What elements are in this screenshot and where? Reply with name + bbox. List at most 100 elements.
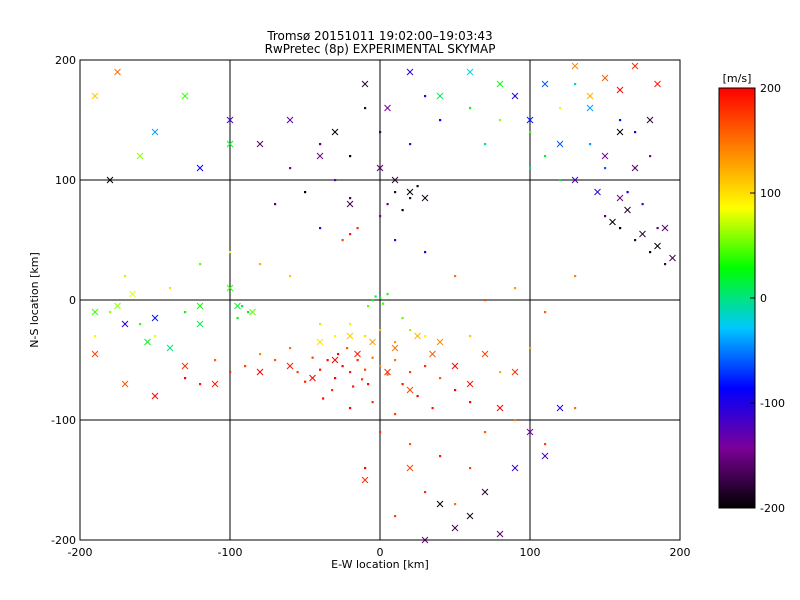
data-point-dot: [454, 389, 457, 392]
data-point-x: [616, 86, 624, 94]
data-point-x: [496, 404, 504, 412]
data-point-x: [586, 92, 594, 100]
data-point-dot: [394, 359, 397, 362]
data-point-dot: [349, 407, 352, 410]
dot-markers: [94, 83, 667, 518]
data-point-dot: [289, 275, 292, 278]
colorbar-tick-label: -200: [760, 502, 785, 515]
data-point-dot: [379, 365, 382, 368]
data-point-dot: [574, 83, 577, 86]
data-point-dot: [109, 311, 112, 314]
data-point-dot: [349, 233, 352, 236]
data-point-x: [601, 74, 609, 82]
data-point-x: [286, 362, 294, 370]
data-point-x: [586, 104, 594, 112]
data-point-dot: [371, 299, 374, 302]
data-point-dot: [484, 143, 487, 146]
data-point-x: [511, 368, 519, 376]
data-point-dot: [379, 329, 382, 332]
plot-frame: [79, 59, 681, 541]
data-point-x: [616, 128, 624, 136]
data-point-x: [391, 344, 399, 352]
data-point-x: [369, 338, 376, 346]
data-point-dot: [514, 287, 517, 290]
data-point-dot: [394, 515, 397, 518]
data-point-x: [316, 152, 324, 160]
data-point-x: [481, 350, 489, 358]
data-point-dot: [311, 356, 314, 359]
data-point-x: [451, 362, 459, 370]
data-point-dot: [319, 323, 322, 326]
data-point-dot: [349, 197, 352, 200]
data-point-x: [556, 404, 564, 412]
data-point-dot: [529, 131, 532, 134]
data-point-dot: [529, 347, 532, 350]
chart-subtitle: RwPretec (8p) EXPERIMENTAL SKYMAP: [265, 42, 496, 56]
data-point-x: [196, 164, 204, 172]
data-point-dot: [334, 335, 337, 338]
data-point-x: [601, 152, 609, 160]
data-point-dot: [361, 378, 364, 381]
data-point-x: [166, 344, 174, 352]
data-point-dot: [319, 368, 322, 371]
colorbar-tick-label: 0: [760, 292, 767, 305]
data-point-x: [496, 80, 504, 88]
data-point-x: [226, 140, 234, 148]
data-point-x: [511, 92, 519, 100]
data-point-x: [406, 188, 414, 196]
data-point-dot: [346, 347, 349, 350]
y-tick-labels: -200 -100 0 100 200: [51, 54, 76, 547]
data-point-dot: [274, 359, 277, 362]
data-point-x: [646, 116, 654, 124]
data-point-dot: [559, 107, 562, 110]
data-point-x: [316, 338, 324, 346]
x-tick-label: 100: [520, 546, 541, 559]
data-point-dot: [394, 191, 397, 194]
data-point-dot: [544, 155, 547, 158]
data-point-dot: [454, 275, 457, 278]
data-point-dot: [337, 353, 340, 356]
data-point-dot: [409, 329, 412, 332]
data-point-x: [594, 188, 601, 196]
data-point-dot: [529, 167, 532, 170]
data-point-x: [466, 68, 474, 76]
data-point-dot: [416, 185, 419, 188]
data-point-x: [466, 512, 474, 520]
data-point-dot: [304, 191, 307, 194]
data-point-dot: [409, 443, 412, 446]
data-point-x: [511, 464, 519, 472]
data-point-dot: [304, 380, 307, 383]
data-point-dot: [289, 347, 292, 350]
x-tick-label: -100: [218, 546, 243, 559]
data-point-x: [256, 140, 264, 148]
data-point-dot: [409, 197, 412, 200]
data-point-dot: [274, 203, 277, 206]
data-point-x: [414, 332, 421, 340]
y-axis-label: N-S location [km]: [28, 252, 41, 348]
data-point-x: [429, 350, 436, 358]
data-point-x: [144, 338, 151, 346]
data-point-x: [384, 368, 391, 376]
x-tick-label: -200: [68, 546, 93, 559]
data-point-dot: [352, 385, 355, 388]
data-point-x: [654, 242, 661, 250]
data-point-dot: [394, 341, 397, 344]
data-point-x: [556, 140, 564, 148]
data-point-dot: [349, 155, 352, 158]
data-point-dot: [469, 401, 472, 404]
data-point-x: [406, 68, 414, 76]
data-point-dot: [356, 359, 359, 362]
data-point-dot: [334, 179, 337, 182]
data-point-x: [106, 176, 114, 184]
data-point-dot: [341, 239, 344, 242]
data-point-dot: [424, 95, 427, 98]
data-point-x: [196, 320, 204, 328]
data-point-x: [631, 62, 639, 70]
data-point-dot: [454, 503, 457, 506]
data-point-dot: [356, 227, 359, 230]
data-point-dot: [544, 311, 547, 314]
data-point-dot: [656, 227, 659, 230]
data-point-dot: [259, 263, 262, 266]
colorbar: [718, 87, 756, 509]
data-point-x: [151, 392, 159, 400]
